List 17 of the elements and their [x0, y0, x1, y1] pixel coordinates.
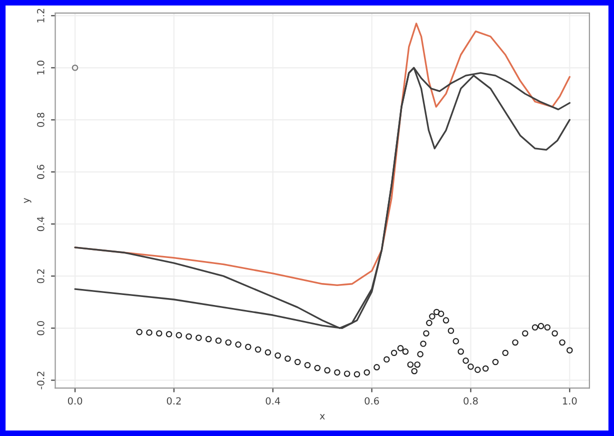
- y-tick-label: 0.0: [36, 321, 44, 336]
- x-tick-label: 0.6: [364, 397, 379, 405]
- y-axis-title: y: [24, 198, 32, 204]
- x-tick-label: 0.4: [266, 397, 280, 405]
- y-tick-label: 0.2: [36, 269, 44, 284]
- y-tick-label: 0.6: [36, 164, 44, 180]
- line-series: [74, 66, 570, 329]
- x-axis-title: x: [320, 414, 325, 420]
- y-tick-label: -0.2: [36, 372, 44, 390]
- y-tick-label: 1.2: [36, 8, 44, 22]
- x-tick-label: 1.0: [562, 397, 577, 405]
- y-tick-label: 1.0: [36, 60, 44, 74]
- y-tick-label: 0.4: [36, 216, 44, 232]
- x-tick-label: 0.8: [464, 397, 478, 405]
- y-tick-label: 0.8: [36, 112, 44, 127]
- x-tick-label: 0.2: [166, 397, 181, 405]
- x-tick-label: 0.0: [68, 397, 82, 405]
